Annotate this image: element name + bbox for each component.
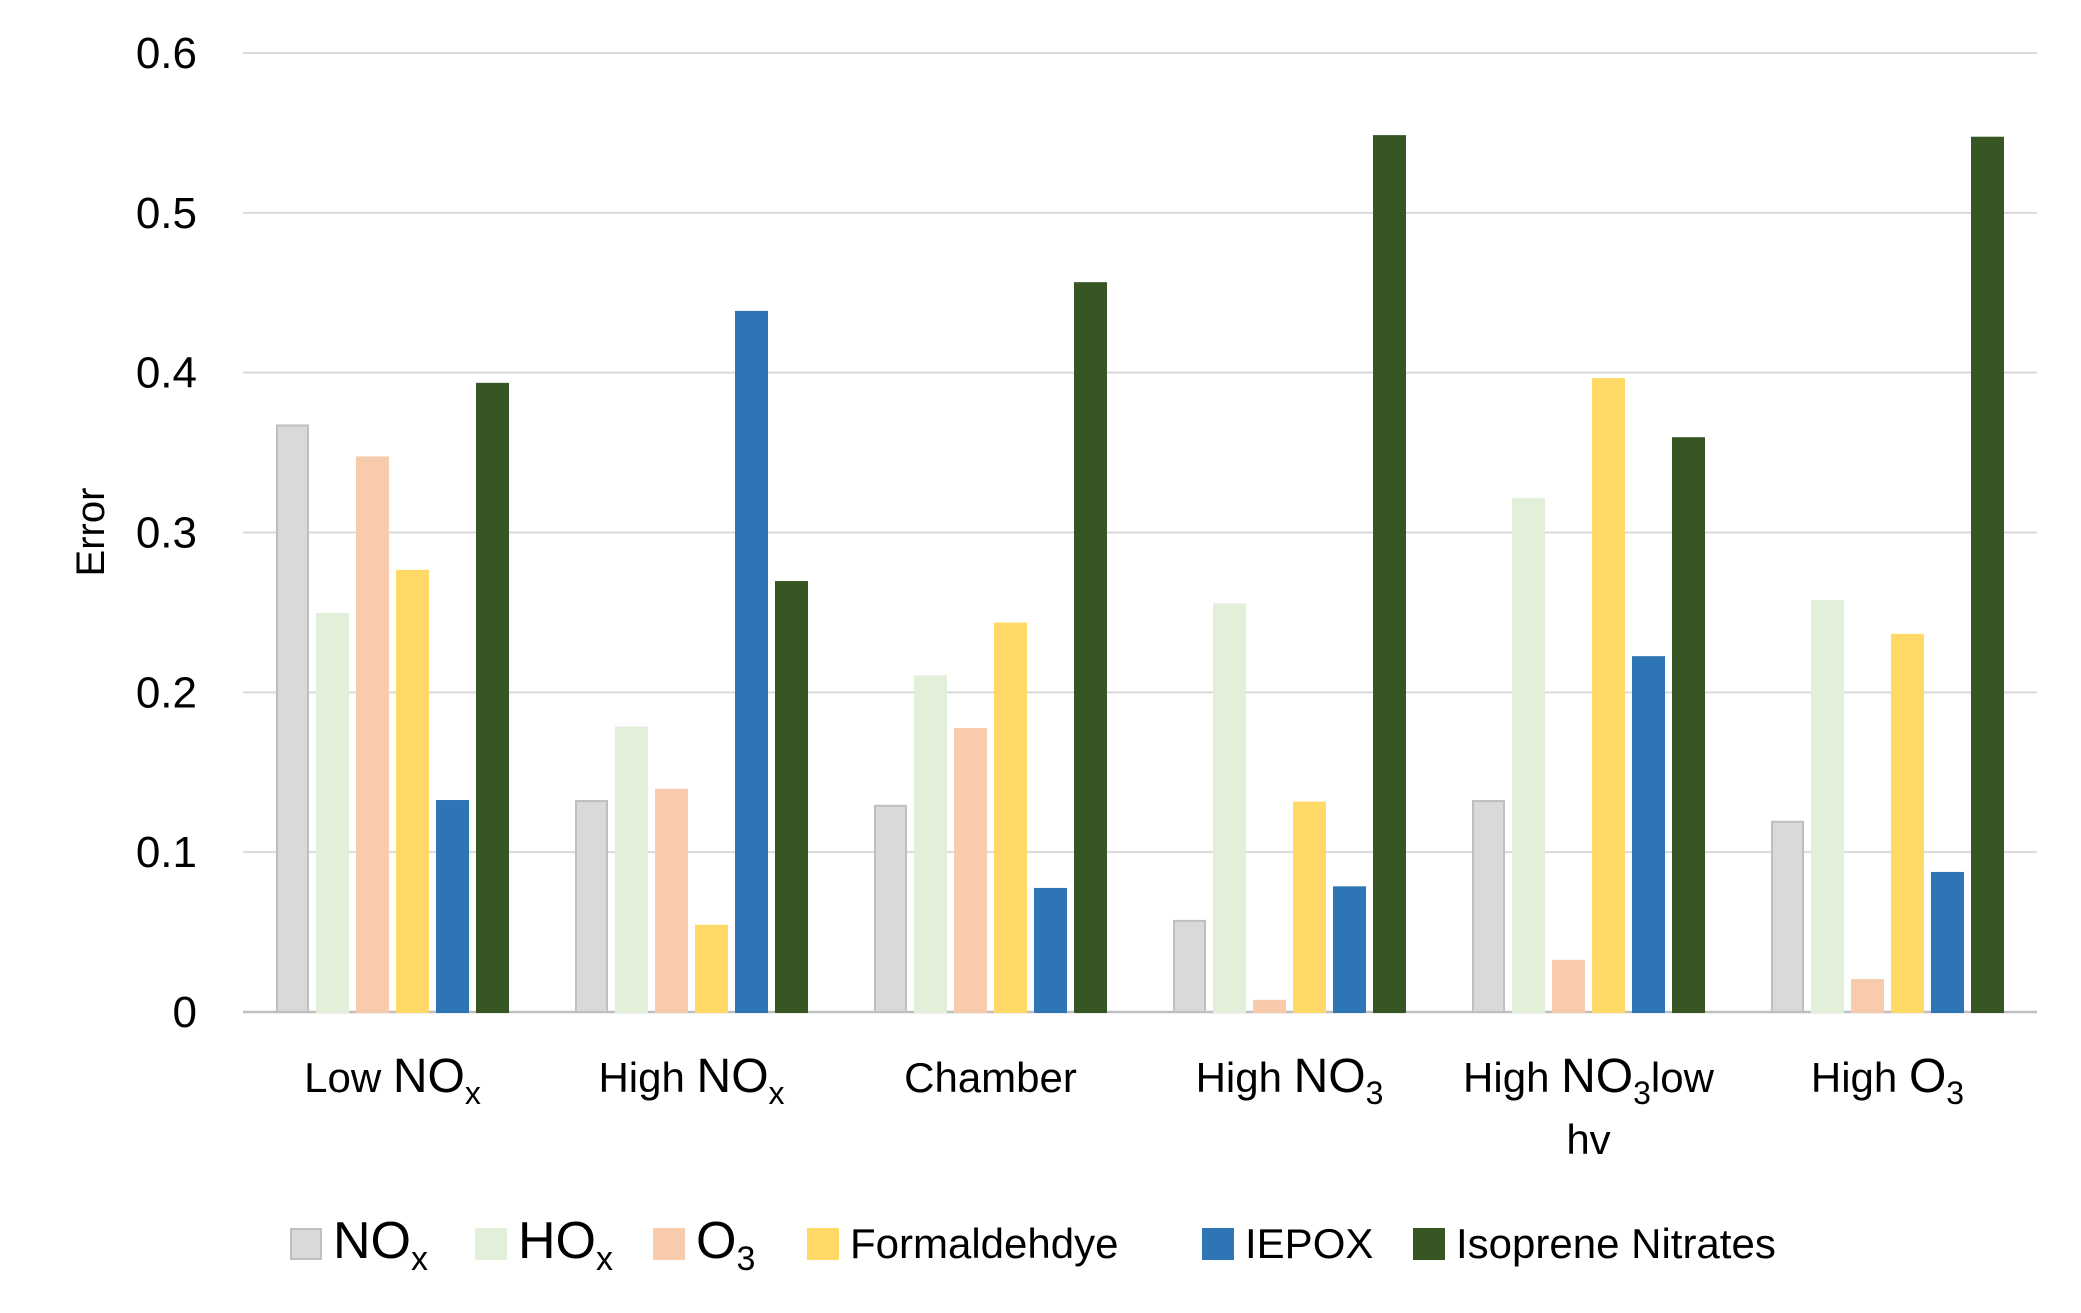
x-category-label-low-nox-part: Low xyxy=(304,1054,393,1101)
bar-iepox-high-o3 xyxy=(1931,871,1964,1013)
legend-swatch-o3 xyxy=(653,1228,685,1260)
legend-label-iepox-part: IEPOX xyxy=(1245,1220,1373,1267)
bar-nox-low-nox xyxy=(276,424,309,1013)
bar-iepox-high-no3-low-hv xyxy=(1632,656,1665,1013)
legend-label-nox-part: NO xyxy=(333,1212,411,1270)
bar-iepox-low-nox xyxy=(436,800,469,1014)
bar-hox-high-no3-low-hv xyxy=(1512,497,1545,1013)
x-category-label-low-nox-part: NO xyxy=(393,1050,465,1103)
bar-hox-chamber xyxy=(914,675,947,1013)
bar-nox-chamber xyxy=(874,804,907,1013)
x-category-label-high-no3-part: NO xyxy=(1294,1050,1366,1103)
legend-label-o3-part: O xyxy=(696,1212,736,1270)
bar-formaldehyde-low-nox xyxy=(396,569,429,1013)
x-category-label-high-no3-low-hv-part: low xyxy=(1651,1054,1715,1101)
legend-label-formaldehyde-part: Formaldehdye xyxy=(850,1220,1118,1267)
legend-label-hox: HOx xyxy=(518,1212,613,1278)
bars xyxy=(276,135,2004,1014)
legend-swatch-formaldehyde xyxy=(807,1228,839,1260)
bar-isoprene-nitrates-high-no3 xyxy=(1373,135,1406,1013)
legend-label-isoprene-nitrates: Isoprene Nitrates xyxy=(1456,1220,1776,1267)
bar-formaldehyde-chamber xyxy=(994,622,1027,1013)
x-category-label-high-no3-low-hv-part: High xyxy=(1463,1054,1561,1101)
x-category-label-high-no3: High NO3 xyxy=(1196,1050,1384,1111)
bar-o3-high-no3-low-hv xyxy=(1552,959,1585,1013)
bar-formaldehyde-high-o3 xyxy=(1891,633,1924,1013)
bar-nox-high-o3 xyxy=(1771,820,1804,1013)
y-axis-tick-labels: 0 0.1 0.2 0.3 0.4 0.5 0.6 xyxy=(136,29,197,1037)
legend-swatch-nox xyxy=(290,1228,322,1260)
bar-o3-high-nox xyxy=(655,788,688,1013)
legend-label-hox-part: x xyxy=(596,1240,613,1278)
x-category-label-low-nox: Low NOx xyxy=(304,1050,481,1111)
legend-swatch-hox xyxy=(475,1228,507,1260)
bar-nox-high-no3 xyxy=(1173,919,1206,1014)
bar-isoprene-nitrates-high-nox xyxy=(775,581,808,1013)
y-tick-label: 0.5 xyxy=(136,189,197,238)
x-category-label-high-no3-low-hv-part: NO xyxy=(1561,1050,1633,1103)
x-category-label-low-nox-part: x xyxy=(465,1075,481,1111)
bar-formaldehyde-high-nox xyxy=(695,924,728,1013)
gridlines xyxy=(243,52,2037,1014)
bar-o3-high-no3 xyxy=(1253,999,1286,1013)
x-category-label-chamber: Chamber xyxy=(904,1054,1077,1101)
bar-iepox-chamber xyxy=(1034,887,1067,1014)
x-category-label-high-no3-low-hv-line2: hv xyxy=(1566,1116,1610,1163)
bar-hox-low-nox xyxy=(316,613,349,1013)
bar-isoprene-nitrates-high-no3-low-hv xyxy=(1672,437,1705,1014)
y-tick-label: 0 xyxy=(173,988,197,1037)
x-category-label-high-o3: High O3 xyxy=(1811,1050,1964,1111)
bar-hox-high-no3 xyxy=(1213,603,1246,1013)
x-category-label-high-nox: High NOx xyxy=(598,1050,784,1111)
x-category-label-high-nox-part: x xyxy=(769,1075,785,1111)
bar-o3-high-o3 xyxy=(1851,979,1884,1013)
bar-nox-high-no3-low-hv xyxy=(1472,800,1505,1014)
x-category-label-high-no3-low-hv-part: 3 xyxy=(1633,1075,1651,1111)
bar-isoprene-nitrates-chamber xyxy=(1074,282,1107,1014)
bar-formaldehyde-high-no3-low-hv xyxy=(1592,378,1625,1013)
x-category-label-high-no3-part: High xyxy=(1196,1054,1294,1101)
bar-o3-chamber xyxy=(954,728,987,1013)
bar-isoprene-nitrates-low-nox xyxy=(476,382,509,1014)
x-category-label-high-o3-part: 3 xyxy=(1946,1075,1964,1111)
x-category-label-chamber-part: Chamber xyxy=(904,1054,1077,1101)
legend-swatch-isoprene-nitrates xyxy=(1413,1228,1445,1260)
bar-nox-high-nox xyxy=(575,800,608,1014)
legend: NOx HOx O3 Formaldehdye IEPOX Isoprene Nitrat… xyxy=(290,1212,1776,1278)
bar-isoprene-nitrates-high-o3 xyxy=(1971,136,2004,1013)
bar-o3-low-nox xyxy=(356,456,389,1013)
y-tick-label: 0.4 xyxy=(136,349,197,398)
x-axis-category-labels: Low NOx High NOx Chamber High NO3 High NO3lo… xyxy=(304,1050,1964,1163)
x-category-label-high-no3-low-hv: High NO3low xyxy=(1463,1050,1715,1111)
x-category-label-high-nox-part: NO xyxy=(697,1050,769,1103)
bar-iepox-high-no3 xyxy=(1333,886,1366,1014)
legend-label-iepox: IEPOX xyxy=(1245,1220,1373,1267)
bar-iepox-high-nox xyxy=(735,310,768,1013)
x-category-label-high-o3-part: High xyxy=(1811,1054,1909,1101)
y-axis-title: Error xyxy=(69,488,113,577)
y-tick-label: 0.2 xyxy=(136,668,197,717)
legend-label-isoprene-nitrates-part: Isoprene Nitrates xyxy=(1456,1220,1776,1267)
legend-label-formaldehyde: Formaldehdye xyxy=(850,1220,1118,1267)
x-category-label-high-o3-part: O xyxy=(1909,1050,1946,1103)
legend-label-hox-part: HO xyxy=(518,1212,596,1270)
legend-swatch-iepox xyxy=(1202,1228,1234,1260)
bar-hox-high-o3 xyxy=(1811,600,1844,1013)
bar-hox-high-nox xyxy=(615,726,648,1013)
x-category-label-high-nox-part: High xyxy=(598,1054,696,1101)
y-tick-label: 0.6 xyxy=(136,29,197,78)
legend-label-nox-part: x xyxy=(411,1240,428,1278)
y-tick-label: 0.3 xyxy=(136,509,197,558)
legend-label-o3: O3 xyxy=(696,1212,755,1278)
x-category-label-high-no3-part: 3 xyxy=(1366,1075,1384,1111)
legend-label-o3-part: 3 xyxy=(736,1240,755,1278)
y-tick-label: 0.1 xyxy=(136,828,197,877)
bar-formaldehyde-high-no3 xyxy=(1293,801,1326,1014)
legend-label-nox: NOx xyxy=(333,1212,428,1278)
